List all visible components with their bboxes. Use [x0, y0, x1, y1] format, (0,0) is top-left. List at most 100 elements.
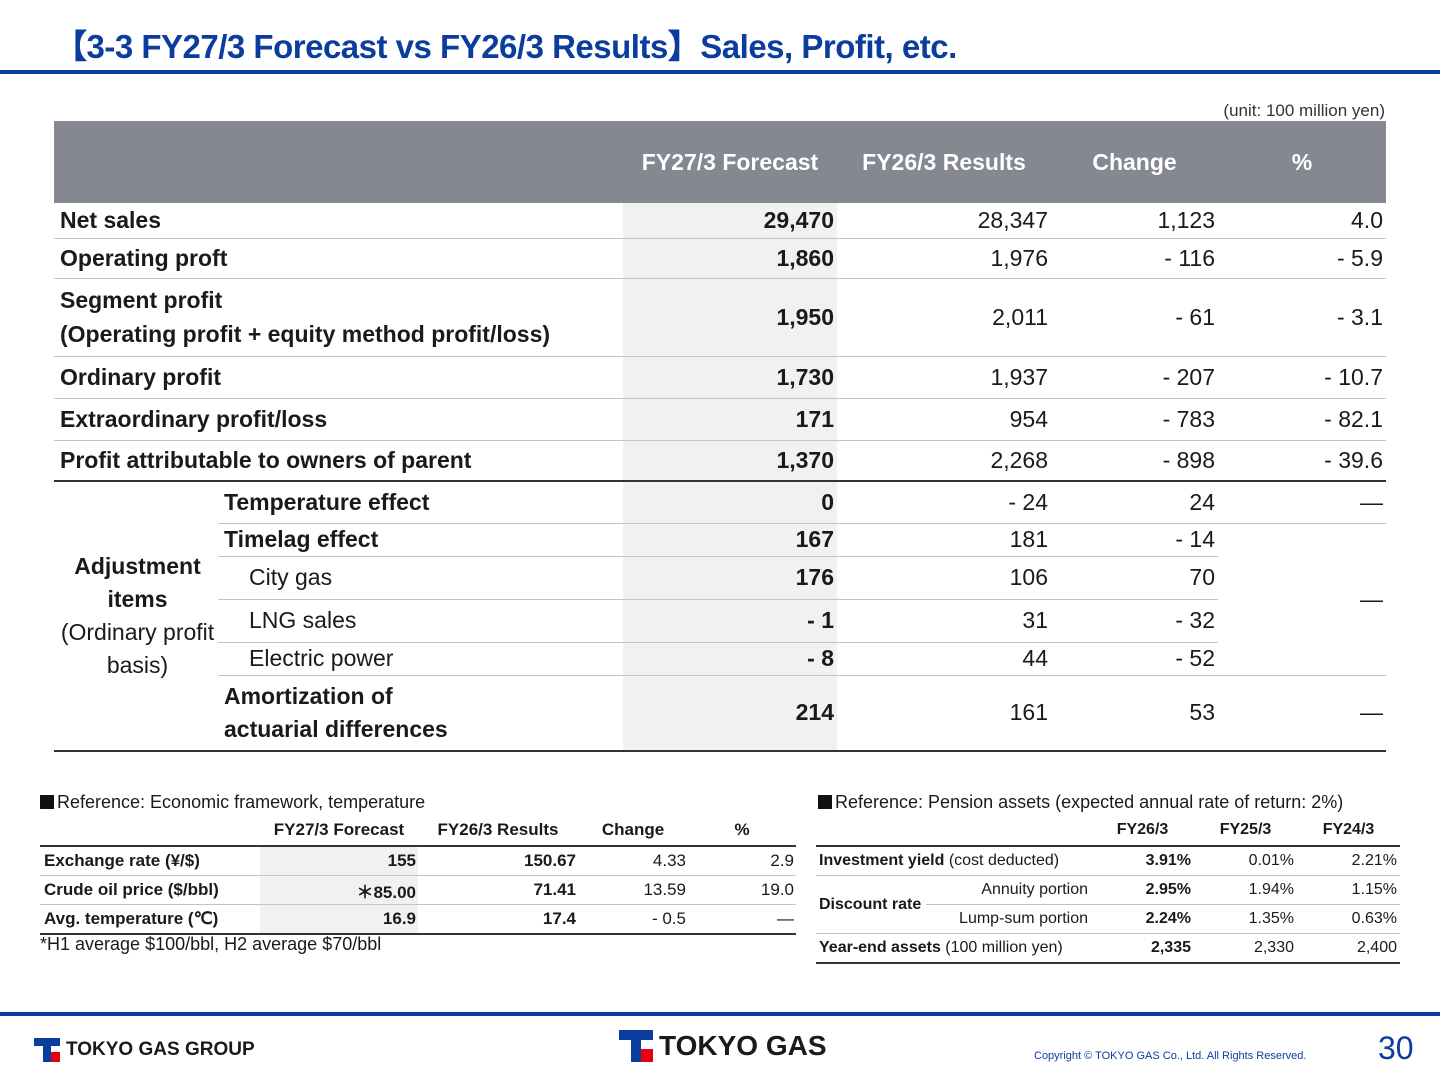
- page-number: 30: [1378, 1030, 1414, 1066]
- table-row: Avg. temperature (℃) 16.9 17.4 - 0.5 —: [40, 904, 796, 935]
- pension-fy26: 2.95%: [1091, 875, 1194, 905]
- row-label: City gas: [218, 556, 623, 600]
- forecast-value: 1,860: [623, 238, 837, 279]
- tokyo-gas-group-logo: TOKYO GAS GROUP: [34, 1038, 255, 1062]
- pension-fy24: 2,400: [1297, 933, 1400, 964]
- pension-fy26: 3.91%: [1091, 846, 1194, 876]
- pension-fy24: 0.63%: [1297, 904, 1400, 934]
- ref-pension-title-text: Reference: Pension assets (expected annu…: [835, 792, 1344, 812]
- percent-value: —: [1218, 675, 1386, 752]
- economic-framework-table: FY27/3 Forecast FY26/3 Results Change % …: [40, 815, 796, 935]
- row-label: Net sales: [54, 203, 623, 239]
- forecast-value: 176: [623, 556, 837, 600]
- econ-change: - 0.5: [578, 904, 688, 935]
- table-row: Segment profit (Operating profit + equit…: [54, 278, 1386, 357]
- forecast-value: 1,950: [623, 278, 837, 357]
- percent-value: - 39.6: [1218, 440, 1386, 482]
- pension-label-bold: Year-end assets: [819, 939, 941, 956]
- header-percent: %: [1218, 121, 1386, 203]
- pension-header-fy26: FY26/3: [1091, 815, 1194, 847]
- row-label: Ordinary profit: [54, 356, 623, 399]
- main-table-header: FY27/3 Forecast FY26/3 Results Change %: [54, 121, 1386, 203]
- table-row: Timelag effect 167 181 - 14 —: [54, 523, 1386, 676]
- logo-left-text: TOKYO GAS GROUP: [66, 1039, 255, 1060]
- pension-fy25: 1.35%: [1194, 904, 1297, 934]
- table-row: Electric power - 8 44 - 52: [54, 642, 1386, 676]
- tokyo-gas-logo: TOKYO GAS: [619, 1030, 827, 1062]
- row-label: Extraordinary profit/loss: [54, 398, 623, 441]
- results-value: 181: [837, 523, 1051, 557]
- table-row: Ordinary profit 1,730 1,937 - 207 - 10.7: [54, 356, 1386, 399]
- results-value: 954: [837, 398, 1051, 441]
- copyright-text: Copyright © TOKYO GAS Co., Ltd. All Righ…: [1034, 1050, 1307, 1062]
- table-row: Extraordinary profit/loss 171 954 - 783 …: [54, 398, 1386, 441]
- row-label: Timelag effect: [218, 523, 623, 557]
- change-value: - 52: [1051, 642, 1218, 676]
- table-row: City gas 176 106 70: [54, 556, 1386, 600]
- table-row: Amortization of actuarial differences 21…: [54, 675, 1386, 752]
- change-value: - 116: [1051, 238, 1218, 279]
- results-value: 31: [837, 599, 1051, 643]
- pension-fy25: 2,330: [1194, 933, 1297, 964]
- econ-results: 150.67: [418, 846, 578, 876]
- econ-results: 71.41: [418, 875, 578, 905]
- table-row: Discount rate Annuity portion 2.95% 1.94…: [816, 875, 1400, 934]
- pension-header-fy24: FY24/3: [1297, 815, 1400, 847]
- ref-economic-title: Reference: Economic framework, temperatu…: [40, 792, 425, 813]
- results-value: - 24: [837, 480, 1051, 524]
- row-label: Operating proft: [54, 238, 623, 279]
- forecast-value: - 1: [623, 599, 837, 643]
- econ-percent: 19.0: [688, 875, 796, 905]
- forecast-value: - 8: [623, 642, 837, 676]
- row-label: LNG sales: [218, 599, 623, 643]
- footer-rule: [0, 1012, 1440, 1016]
- header-change: Change: [1051, 121, 1218, 203]
- change-value: - 207: [1051, 356, 1218, 399]
- econ-forecast: 16.9: [260, 904, 418, 935]
- table-row: Adjustment items (Ordinary profit basis)…: [54, 480, 1386, 752]
- econ-label: Exchange rate (¥/$): [40, 846, 260, 876]
- forecast-value: 167: [623, 523, 837, 557]
- change-value: 1,123: [1051, 203, 1218, 239]
- row-label: Amortization of actuarial differences: [218, 675, 623, 752]
- discount-rate-label: Discount rate: [816, 875, 926, 934]
- table-row: Lump-sum portion 2.24% 1.35% 0.63%: [816, 904, 1400, 934]
- change-value: 24: [1051, 480, 1218, 524]
- forecast-value: 29,470: [623, 203, 837, 239]
- row-label-line1: Segment profit: [60, 287, 223, 313]
- ref-pension-title: Reference: Pension assets (expected annu…: [818, 792, 1343, 813]
- table-row: Investment yield (cost deducted) 3.91% 0…: [816, 846, 1400, 876]
- row-label-line1: Amortization of: [224, 682, 393, 709]
- row-label: Profit attributable to owners of parent: [54, 440, 623, 482]
- pension-fy25: 1.94%: [1194, 875, 1297, 905]
- percent-value: —: [1218, 480, 1386, 524]
- pension-label-normal: (cost deducted): [944, 852, 1060, 869]
- header-results: FY26/3 Results: [837, 121, 1051, 203]
- main-results-table: FY27/3 Forecast FY26/3 Results Change % …: [54, 121, 1386, 752]
- header-blank: [54, 121, 623, 203]
- header-forecast: FY27/3 Forecast: [623, 121, 837, 203]
- econ-label: Crude oil price ($/bbl): [40, 875, 260, 905]
- table-row: LNG sales - 1 31 - 32: [54, 599, 1386, 643]
- change-value: 70: [1051, 556, 1218, 600]
- pension-sub-label: Lump-sum portion: [926, 904, 1091, 934]
- percent-value: - 5.9: [1218, 238, 1386, 279]
- row-label-line2: (Operating profit + equity method profit…: [60, 321, 551, 347]
- forecast-value: 0: [623, 480, 837, 524]
- ref-economic-title-text: Reference: Economic framework, temperatu…: [57, 792, 426, 812]
- adjustment-group-label: Adjustment items (Ordinary profit basis): [54, 480, 218, 752]
- forecast-value: 1,730: [623, 356, 837, 399]
- pension-sub-label: Annuity portion: [926, 875, 1091, 905]
- pension-assets-table: FY26/3 FY25/3 FY24/3 Investment yield (c…: [816, 815, 1400, 964]
- percent-value: 4.0: [1218, 203, 1386, 239]
- pension-table-header: FY26/3 FY25/3 FY24/3: [816, 815, 1400, 847]
- title-rule: [0, 70, 1440, 74]
- econ-forecast: ＊85.00: [260, 875, 418, 905]
- econ-header-results: FY26/3 Results: [418, 815, 578, 847]
- pension-fy26: 2.24%: [1091, 904, 1194, 934]
- adjustment-group-basis: (Ordinary profit basis): [60, 619, 215, 678]
- table-row: Exchange rate (¥/$) 155 150.67 4.33 2.9: [40, 846, 796, 876]
- results-value: 2,268: [837, 440, 1051, 482]
- econ-percent: —: [688, 904, 796, 935]
- table-row: Year-end assets (100 million yen) 2,335 …: [816, 933, 1400, 964]
